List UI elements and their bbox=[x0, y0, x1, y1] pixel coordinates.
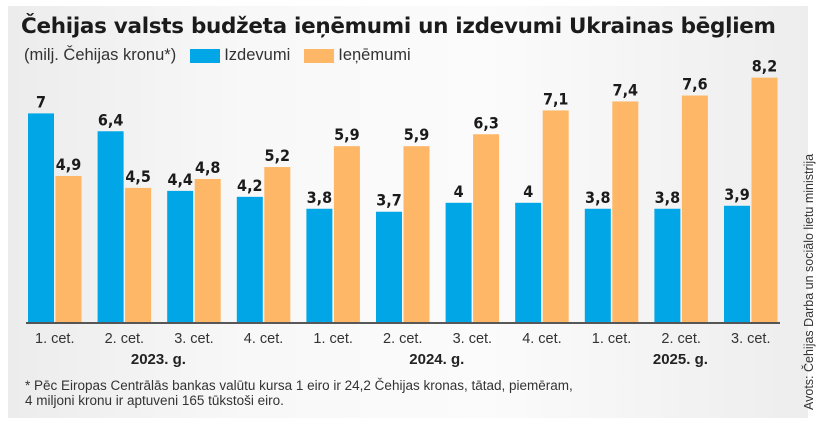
legend: (milj. Čehijas kronu*) Izdevumi Ieņēmumi bbox=[24, 46, 411, 65]
value-label-izdevumi: 3,8 bbox=[585, 188, 611, 207]
value-label-ienemumi: 7,4 bbox=[613, 80, 639, 99]
bar-izdevumi bbox=[236, 196, 263, 322]
quarter-label: 2. cet. bbox=[105, 331, 145, 347]
bar-ienemumi bbox=[55, 175, 82, 322]
bar-izdevumi bbox=[376, 211, 402, 322]
value-label-izdevumi: 6,4 bbox=[98, 110, 124, 129]
bar-ienemumi bbox=[264, 167, 291, 322]
quarter-label: 3. cet. bbox=[174, 331, 214, 347]
legend-label-ienemumi: Ieņēmumi bbox=[338, 46, 411, 64]
bar-izdevumi bbox=[724, 205, 750, 322]
legend-label-izdevumi: Izdevumi bbox=[224, 46, 291, 64]
bar-izdevumi bbox=[167, 190, 194, 322]
value-label-izdevumi: 4 bbox=[454, 182, 464, 201]
value-label-ienemumi: 4,5 bbox=[125, 167, 151, 186]
bar-izdevumi bbox=[306, 208, 333, 322]
quarter-label: 3. cet. bbox=[731, 331, 771, 347]
value-label-izdevumi: 3,9 bbox=[724, 185, 750, 204]
bar-izdevumi bbox=[654, 208, 681, 322]
value-label-izdevumi: 4,2 bbox=[237, 176, 263, 195]
year-label: 2024. g. bbox=[409, 351, 464, 368]
quarter-label: 4. cet. bbox=[244, 331, 284, 347]
bar-izdevumi bbox=[97, 131, 124, 322]
footnote-line-2: 4 miljoni kronu ir aptuveni 165 tūkstoši… bbox=[25, 393, 284, 408]
quarter-label: 1. cet. bbox=[592, 331, 632, 347]
value-label-ienemumi: 5,9 bbox=[404, 125, 430, 144]
value-label-ienemumi: 7,1 bbox=[543, 89, 569, 108]
value-label-ienemumi: 6,3 bbox=[473, 113, 499, 132]
bar-ienemumi bbox=[542, 110, 569, 322]
bar-izdevumi bbox=[28, 113, 54, 323]
year-label: 2023. g. bbox=[131, 351, 186, 368]
bar-izdevumi bbox=[584, 208, 611, 322]
chart-title: Čehijas valsts budžeta ieņēmumi un izdev… bbox=[21, 14, 776, 39]
footnote: * Pēc Eiropas Centrālās bankas valūtu ku… bbox=[25, 378, 573, 408]
quarter-label: 2. cet. bbox=[383, 331, 423, 347]
bar-ienemumi bbox=[194, 178, 221, 322]
value-label-ienemumi: 4,9 bbox=[56, 155, 82, 174]
bar-izdevumi bbox=[445, 202, 472, 322]
value-label-ienemumi: 8,2 bbox=[752, 57, 778, 76]
source-note: Avots: Čehijas Darba un sociālo lietu mi… bbox=[802, 153, 816, 410]
value-label-izdevumi: 7 bbox=[36, 92, 46, 111]
value-label-ienemumi: 5,9 bbox=[334, 125, 360, 144]
bar-ienemumi bbox=[612, 101, 639, 322]
year-label: 2025. g. bbox=[653, 351, 708, 368]
footnote-line-1: * Pēc Eiropas Centrālās bankas valūtu ku… bbox=[25, 378, 573, 393]
value-label-ienemumi: 5,2 bbox=[265, 146, 291, 165]
legend-swatch-ienemumi bbox=[304, 48, 335, 63]
bar-ienemumi bbox=[403, 146, 430, 322]
bar-ienemumi bbox=[751, 77, 778, 322]
quarter-label: 1. cet. bbox=[313, 331, 353, 347]
value-label-izdevumi: 3,8 bbox=[655, 188, 681, 207]
value-label-izdevumi: 3,8 bbox=[307, 188, 333, 207]
value-label-izdevumi: 4 bbox=[523, 182, 533, 201]
value-label-ienemumi: 7,6 bbox=[682, 75, 708, 94]
quarter-label: 4. cet. bbox=[522, 331, 562, 347]
value-label-izdevumi: 4,4 bbox=[167, 170, 193, 189]
value-label-izdevumi: 3,7 bbox=[376, 191, 402, 210]
legend-swatch-izdevumi bbox=[190, 48, 221, 63]
bar-ienemumi bbox=[681, 95, 708, 323]
bar-ienemumi bbox=[125, 187, 152, 322]
bar-ienemumi bbox=[473, 134, 500, 322]
bar-ienemumi bbox=[333, 146, 360, 322]
quarter-label: 1. cet. bbox=[35, 331, 75, 347]
quarter-label: 2. cet. bbox=[661, 331, 701, 347]
quarter-label: 3. cet. bbox=[453, 331, 493, 347]
value-label-ienemumi: 4,8 bbox=[195, 158, 221, 177]
unit-label: (milj. Čehijas kronu*) bbox=[24, 46, 177, 64]
bar-izdevumi bbox=[515, 202, 542, 322]
